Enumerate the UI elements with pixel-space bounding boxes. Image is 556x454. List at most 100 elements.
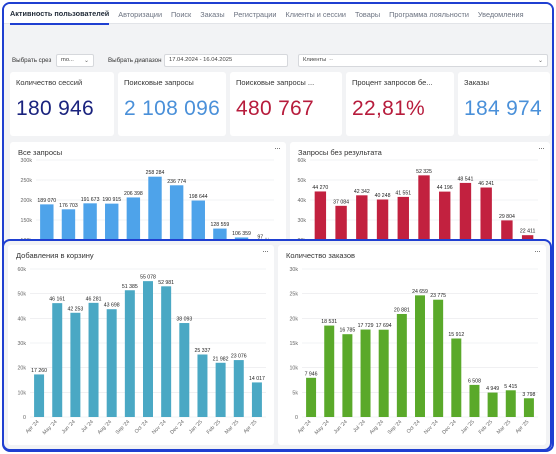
- more-menu-icon[interactable]: ···: [538, 143, 545, 153]
- data-label: 40 248: [375, 193, 391, 199]
- bar: [61, 209, 76, 244]
- more-menu-icon[interactable]: ···: [274, 143, 281, 153]
- tab-notifications[interactable]: Уведомления: [477, 9, 524, 19]
- kpi-search-queries-no-result: Поисковые запросы ... 480 767: [230, 72, 342, 136]
- data-label: 29 804: [499, 214, 515, 220]
- tab-bar: Активность пользователей Авторизации Пои…: [4, 4, 552, 25]
- data-label: 17 260: [31, 368, 47, 374]
- bar: [501, 220, 513, 244]
- clients-select[interactable]: Клиенты -- ⌄: [298, 53, 548, 67]
- data-label: 176 703: [59, 203, 78, 209]
- data-label: 25 337: [195, 348, 211, 354]
- kpi-value: 480 767: [236, 97, 315, 120]
- data-label: 4 949: [486, 386, 499, 392]
- bar: [480, 187, 492, 244]
- date-range-input[interactable]: 17.04.2024 - 16.04.2025: [164, 53, 288, 67]
- filter-bar: Выбрать срез mo... ⌄ Выбрать диапазон 17…: [4, 50, 552, 70]
- bar: [143, 281, 153, 417]
- more-menu-icon[interactable]: ···: [262, 246, 269, 256]
- bar: [197, 354, 208, 417]
- kpi-search-queries: Поисковые запросы 2 108 096: [118, 72, 226, 136]
- tab-search[interactable]: Поиск: [171, 9, 192, 19]
- kpi-title: Процент запросов бе...: [352, 78, 433, 87]
- data-label: 18 531: [321, 319, 337, 325]
- bar: [378, 329, 389, 417]
- data-label: 44 196: [437, 185, 453, 191]
- bar: [433, 299, 444, 417]
- tab-authorizations[interactable]: Авторизации: [118, 9, 163, 19]
- chart-title: Все запросы: [18, 148, 63, 157]
- tab-loyalty[interactable]: Программа лояльности: [389, 9, 469, 19]
- tab-products[interactable]: Товары: [354, 9, 381, 19]
- data-label: 23 076: [231, 354, 247, 360]
- bar: [251, 382, 262, 417]
- x-tick-label: Jun '24: [61, 419, 77, 435]
- x-tick-label: Dec '24: [169, 419, 186, 436]
- y-tick-label: 30k: [289, 267, 298, 273]
- data-label: 3 798: [522, 392, 535, 398]
- bar: [124, 290, 135, 417]
- x-tick-label: Dec '24: [441, 419, 458, 436]
- y-tick-label: 30k: [17, 341, 26, 347]
- y-tick-label: 50k: [297, 178, 306, 184]
- x-tick-label: May '24: [314, 419, 331, 436]
- y-tick-label: 0: [23, 415, 26, 421]
- y-tick-label: 20k: [289, 316, 298, 322]
- bar: [415, 295, 425, 417]
- data-label: 198 644: [189, 194, 208, 200]
- more-menu-icon[interactable]: ···: [534, 246, 541, 256]
- kpi-orders: Заказы 184 974: [458, 72, 550, 136]
- kpi-title: Количество сессий: [16, 78, 83, 87]
- bar: [169, 185, 184, 244]
- data-label: 189 070: [37, 198, 56, 204]
- bar: [396, 313, 407, 417]
- y-tick-label: 50k: [17, 292, 26, 298]
- bar: [306, 377, 317, 417]
- bar: [469, 384, 480, 417]
- slice-select[interactable]: mo... ⌄: [56, 53, 94, 67]
- chevron-down-icon: ⌄: [537, 57, 543, 64]
- x-tick-label: Nov '24: [151, 419, 168, 436]
- bar: [34, 374, 45, 417]
- data-label: 5 415: [504, 384, 517, 390]
- bar-chart: 0 10k 20k 30k 40k 50k 60k 17 260 Apr '24 46 161 Ma…: [17, 267, 266, 436]
- data-label: 51 385: [122, 284, 138, 290]
- tab-registrations[interactable]: Регистрации: [233, 9, 277, 19]
- data-label: 44 270: [312, 185, 328, 191]
- data-label: 97 ...: [257, 235, 269, 241]
- kpi-value: 184 974: [464, 97, 543, 120]
- tab-orders[interactable]: Заказы: [200, 9, 225, 19]
- x-tick-label: Jun '24: [333, 419, 349, 435]
- data-label: 46 241: [478, 181, 494, 187]
- data-label: 38 093: [176, 317, 192, 323]
- y-tick-label: 200k: [21, 198, 33, 204]
- kpi-title: Поисковые запросы ...: [236, 78, 315, 87]
- bar: [126, 197, 141, 244]
- bar: [342, 334, 353, 417]
- bar: [397, 196, 409, 244]
- kpi-value: 180 946: [16, 97, 95, 120]
- tab-user-activity[interactable]: Активность пользователей: [10, 4, 110, 25]
- bar: [83, 203, 97, 244]
- data-label: 37 084: [333, 199, 349, 205]
- data-label: 17 694: [376, 323, 392, 329]
- bar: [459, 182, 472, 244]
- y-tick-label: 10k: [289, 366, 298, 372]
- x-tick-label: Sep '24: [115, 419, 132, 436]
- bar: [439, 191, 451, 244]
- data-label: 190 915: [102, 197, 121, 203]
- kpi-no-result-percent: Процент запросов бе... 22,81%: [346, 72, 454, 136]
- bar: [418, 175, 430, 244]
- bar: [487, 392, 498, 417]
- data-label: 106 359: [232, 231, 251, 237]
- bar: [40, 204, 54, 244]
- data-label: 236 774: [167, 179, 186, 185]
- bar: [215, 362, 226, 417]
- data-label: 46 281: [86, 296, 102, 302]
- bar: [356, 195, 368, 244]
- x-tick-label: Jul '24: [80, 419, 95, 434]
- bar: [105, 203, 119, 244]
- tab-clients-sessions[interactable]: Клиенты и сессии: [285, 9, 346, 19]
- y-tick-label: 10k: [17, 390, 26, 396]
